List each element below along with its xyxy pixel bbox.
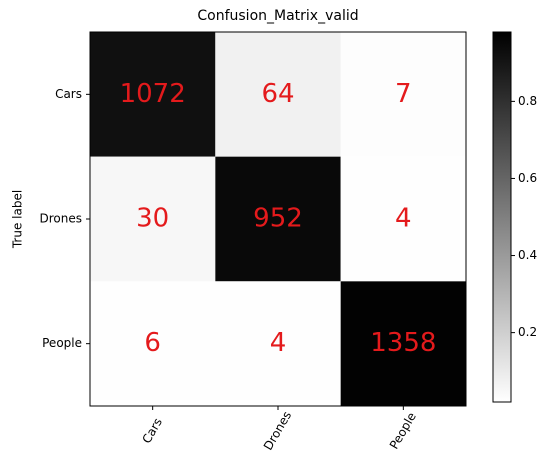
y-axis-label: True label	[11, 190, 25, 249]
cell-value: 6	[144, 328, 161, 358]
cell-value: 952	[253, 204, 303, 234]
chart-title: Confusion_Matrix_valid	[197, 8, 358, 24]
cell-value: 4	[395, 204, 412, 234]
colorbar	[492, 31, 512, 403]
cell	[340, 281, 466, 406]
cell-value: 4	[270, 328, 287, 358]
colorbar-tick-label: 0.2	[518, 325, 537, 339]
x-tick-label: Cars	[139, 416, 165, 446]
y-tick-label: People	[42, 336, 82, 350]
cell	[90, 281, 216, 406]
colorbar-tick-label: 0.4	[518, 248, 537, 262]
cell-value: 7	[395, 79, 412, 109]
colorbar-tick-label: 0.8	[518, 94, 537, 108]
cell	[215, 32, 341, 157]
x-tick-label: People	[387, 410, 419, 452]
cell	[340, 32, 466, 157]
cell	[340, 156, 466, 282]
matrix: 1072 64 730 952 46 4 1358	[90, 32, 466, 406]
x-tick-label: Drones	[261, 409, 294, 453]
cell-value: 1072	[120, 79, 186, 109]
y-tick-label: Cars	[55, 87, 82, 101]
cell	[90, 32, 216, 157]
cell	[215, 281, 341, 406]
cell	[90, 156, 216, 282]
cell-value: 64	[261, 79, 294, 109]
cell	[215, 156, 341, 282]
cell-value: 30	[136, 204, 169, 234]
y-tick-label: Drones	[40, 212, 83, 226]
colorbar-tick-label: 0.6	[518, 171, 537, 185]
cell-value: 1358	[370, 328, 436, 358]
